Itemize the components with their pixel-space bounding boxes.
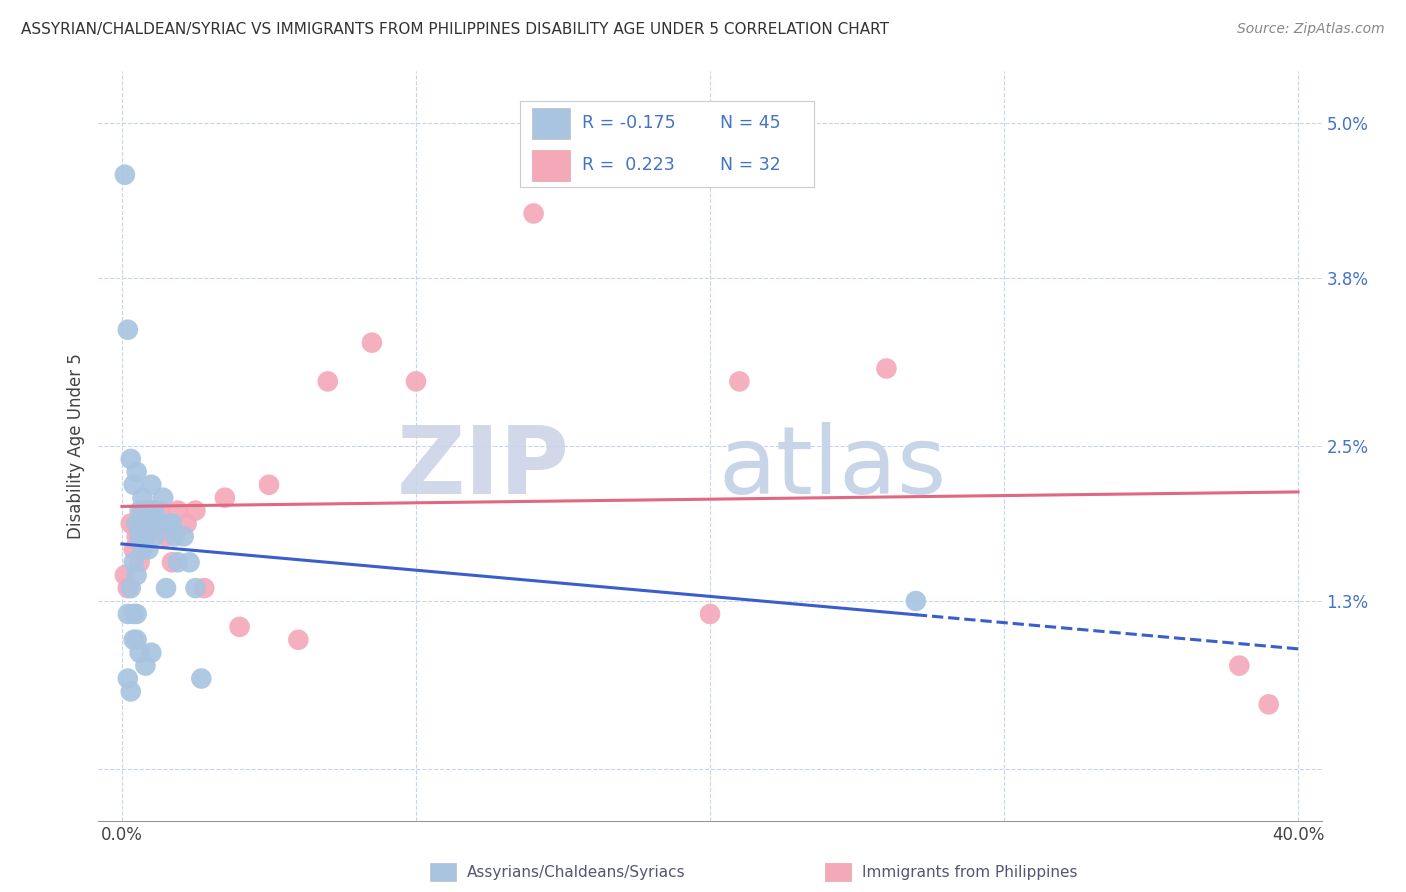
Point [149, 516, 172, 531]
Point [581, 142, 603, 156]
Point [523, 206, 546, 220]
Text: N = 45: N = 45 [720, 114, 780, 132]
Point [131, 542, 153, 557]
Point [155, 529, 177, 543]
Point [904, 594, 927, 608]
Point [141, 646, 163, 660]
Point [143, 503, 166, 517]
Point [122, 555, 145, 569]
Point [114, 168, 136, 182]
Point [166, 503, 188, 517]
Point [131, 491, 153, 505]
Point [179, 555, 201, 569]
Point [143, 529, 166, 543]
Point [190, 672, 212, 686]
Point [125, 529, 148, 543]
Point [257, 477, 280, 491]
Point [214, 491, 236, 505]
Point [122, 607, 145, 621]
Point [143, 503, 166, 517]
Point [875, 361, 897, 376]
Point [184, 581, 207, 595]
Point [131, 503, 153, 517]
Point [125, 632, 148, 647]
Point [138, 516, 160, 531]
Point [125, 607, 148, 621]
Point [173, 529, 195, 543]
Point [122, 542, 145, 557]
Point [360, 335, 382, 350]
Point [117, 323, 139, 337]
Point [138, 503, 160, 517]
Point [120, 516, 142, 531]
Point [141, 503, 163, 517]
Y-axis label: Disability Age Under 5: Disability Age Under 5 [67, 353, 86, 539]
Point [128, 555, 150, 569]
Point [128, 646, 150, 660]
Point [117, 672, 139, 686]
Point [152, 491, 174, 505]
Point [122, 477, 145, 491]
Text: R = -0.175: R = -0.175 [582, 114, 676, 132]
Point [157, 516, 180, 531]
Point [120, 451, 142, 466]
Text: R =  0.223: R = 0.223 [582, 156, 675, 174]
Point [120, 684, 142, 698]
Point [728, 375, 751, 389]
Point [287, 632, 309, 647]
Text: Immigrants from Philippines: Immigrants from Philippines [862, 865, 1077, 880]
Point [131, 516, 153, 531]
Point [128, 503, 150, 517]
Point [134, 658, 156, 673]
Point [138, 542, 160, 557]
Point [228, 620, 250, 634]
Point [160, 555, 183, 569]
Point [1257, 698, 1279, 712]
Text: Assyrians/Chaldeans/Syriacs: Assyrians/Chaldeans/Syriacs [467, 865, 685, 880]
Point [146, 516, 169, 531]
Bar [533, 108, 571, 139]
Point [117, 581, 139, 595]
Point [128, 529, 150, 543]
Point [114, 568, 136, 582]
Text: atlas: atlas [718, 423, 946, 515]
Point [134, 529, 156, 543]
Point [193, 581, 215, 595]
Point [184, 503, 207, 517]
Point [163, 529, 186, 543]
Point [316, 375, 339, 389]
Point [134, 503, 156, 517]
Point [160, 516, 183, 531]
Point [699, 607, 721, 621]
Point [155, 581, 177, 595]
Point [176, 516, 198, 531]
Point [141, 477, 163, 491]
Text: Source: ZipAtlas.com: Source: ZipAtlas.com [1237, 22, 1385, 37]
Point [120, 581, 142, 595]
Point [141, 516, 163, 531]
Point [134, 529, 156, 543]
Point [125, 465, 148, 479]
Point [117, 607, 139, 621]
Bar [533, 150, 571, 180]
Point [125, 516, 148, 531]
Point [122, 632, 145, 647]
Text: N = 32: N = 32 [720, 156, 780, 174]
Text: ZIP: ZIP [396, 423, 569, 515]
Point [405, 375, 427, 389]
Point [149, 503, 172, 517]
Text: ASSYRIAN/CHALDEAN/SYRIAC VS IMMIGRANTS FROM PHILIPPINES DISABILITY AGE UNDER 5 C: ASSYRIAN/CHALDEAN/SYRIAC VS IMMIGRANTS F… [21, 22, 889, 37]
Point [166, 555, 188, 569]
Point [1227, 658, 1250, 673]
Point [125, 568, 148, 582]
